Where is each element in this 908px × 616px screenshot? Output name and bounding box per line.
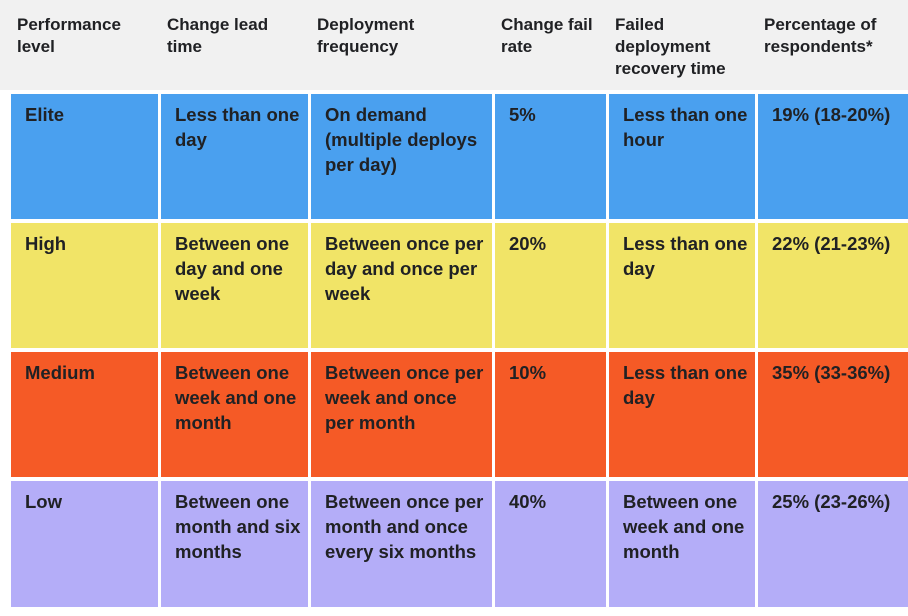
spacer bbox=[0, 481, 8, 607]
table-cell: Between once per week and once per month bbox=[311, 352, 492, 477]
header-cell: Change fail rate bbox=[501, 15, 593, 56]
table-cell: Less than one day bbox=[609, 223, 755, 348]
header-cell: Deployment frequency bbox=[317, 15, 415, 56]
spacer bbox=[0, 223, 8, 348]
table-cell: Between once per month and once every si… bbox=[311, 481, 492, 607]
table-cell: Between one day and one week bbox=[161, 223, 308, 348]
table-cell: High bbox=[11, 223, 158, 348]
table-cell: Less than one day bbox=[609, 352, 755, 477]
spacer bbox=[0, 2, 8, 90]
table-cell: 5% bbox=[495, 94, 606, 219]
table-cell: 10% bbox=[495, 352, 606, 477]
spacer bbox=[0, 94, 8, 219]
spacer bbox=[0, 352, 8, 477]
table-cell: 22% (21-23%) bbox=[758, 223, 908, 348]
table-cell: 19% (18-20%) bbox=[758, 94, 908, 219]
table-cell: 20% bbox=[495, 223, 606, 348]
header-cell: Performance level bbox=[17, 15, 121, 56]
header-cell: Percentage of respondents* bbox=[764, 15, 877, 56]
table-cell: Less than one hour bbox=[609, 94, 755, 219]
table-cell: 25% (23-26%) bbox=[758, 481, 908, 607]
table-cell: 40% bbox=[495, 481, 606, 607]
table-cell: Medium bbox=[11, 352, 158, 477]
table-cell: On demand (multiple deploys per day) bbox=[311, 94, 492, 219]
table-cell: Low bbox=[11, 481, 158, 607]
table-cell: Between one week and one month bbox=[161, 352, 308, 477]
table-cell: 35% (33-36%) bbox=[758, 352, 908, 477]
header-cell: Change lead time bbox=[167, 15, 269, 56]
header-cell: Failed deployment recovery time bbox=[615, 15, 726, 78]
table-cell: Between one month and six months bbox=[161, 481, 308, 607]
table-cell: Between one week and one month bbox=[609, 481, 755, 607]
table-cell: Less than one day bbox=[161, 94, 308, 219]
table-cell: Elite bbox=[11, 94, 158, 219]
table-cell: Between once per day and once per week bbox=[311, 223, 492, 348]
